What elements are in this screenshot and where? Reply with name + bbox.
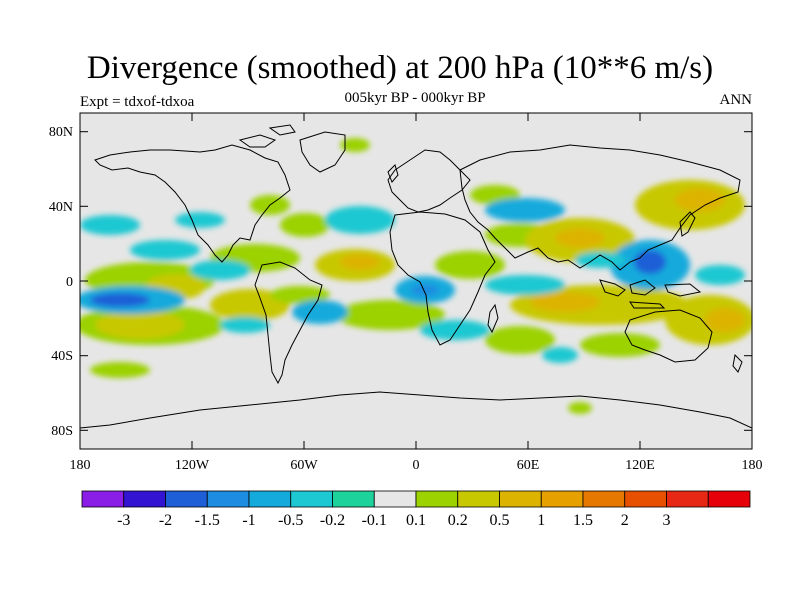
- colorbar-label: 1.5: [573, 512, 593, 529]
- lon-tick-label: 60W: [290, 458, 318, 473]
- colorbar-swatch: [290, 490, 333, 508]
- lat-tick-label: 80N: [49, 125, 73, 140]
- colorbar-swatch: [624, 490, 667, 508]
- colorbar: -3 -2 -1.5 -1 -0.5 -0.2 -0.1 0.1 0.2 0.5 1 1.5 2 3: [81, 490, 751, 529]
- lon-tick-label: 0: [413, 458, 420, 473]
- lat-tick-label: 80S: [51, 424, 73, 439]
- colorbar-swatch: [582, 490, 626, 508]
- colorbar-swatch: [206, 490, 250, 508]
- colorbar-label: 2: [621, 512, 629, 529]
- colorbar-label: -1: [242, 512, 255, 529]
- colorbar-label: -0.2: [320, 512, 345, 529]
- colorbar-label: -1.5: [195, 512, 220, 529]
- colorbar-swatch: [332, 490, 375, 508]
- colorbar-swatch: [707, 490, 751, 508]
- colorbar-label: -2: [159, 512, 172, 529]
- experiment-label: Expt = tdxof-tdxoa: [80, 94, 195, 110]
- lat-axis: 80N 40N 0 40S 80S: [49, 125, 752, 439]
- coastlines: [80, 124, 752, 429]
- lon-tick-label: 120E: [625, 458, 655, 473]
- lat-tick-label: 40S: [51, 349, 73, 364]
- chart-title: Divergence (smoothed) at 200 hPa (10**6 …: [86, 50, 714, 86]
- colorbar-label: -0.5: [278, 512, 303, 529]
- colorbar-label: 0.5: [490, 512, 510, 529]
- lon-tick-label: 180: [70, 458, 91, 473]
- season-label: ANN: [719, 92, 753, 108]
- colorbar-label: -3: [117, 512, 130, 529]
- lon-axis: 180 120W 60W 0 60E 120E 180: [70, 113, 763, 473]
- colorbar-label: -0.1: [362, 512, 387, 529]
- colorbar-label: 0.2: [448, 512, 468, 529]
- colorbar-swatch: [81, 490, 125, 508]
- colorbar-swatch: [666, 490, 709, 508]
- colorbar-swatch: [165, 490, 208, 508]
- colorbar-swatch: [373, 490, 417, 508]
- colorbar-swatch: [540, 490, 584, 508]
- colorbar-label: 3: [663, 512, 671, 529]
- colorbar-label: 1: [537, 512, 545, 529]
- lat-tick-label: 40N: [49, 200, 73, 215]
- lon-tick-label: 60E: [517, 458, 540, 473]
- colorbar-swatch: [499, 490, 542, 508]
- lon-tick-label: 120W: [175, 458, 210, 473]
- colorbar-swatch: [415, 490, 459, 508]
- lon-tick-label: 180: [742, 458, 763, 473]
- colorbar-swatch: [248, 490, 292, 508]
- colorbar-swatch: [123, 490, 166, 508]
- chart-subtitle: 005kyr BP - 000kyr BP: [344, 90, 486, 106]
- colorbar-label: 0.1: [406, 512, 426, 529]
- lat-tick-label: 0: [66, 275, 73, 290]
- colorbar-swatch: [457, 490, 500, 508]
